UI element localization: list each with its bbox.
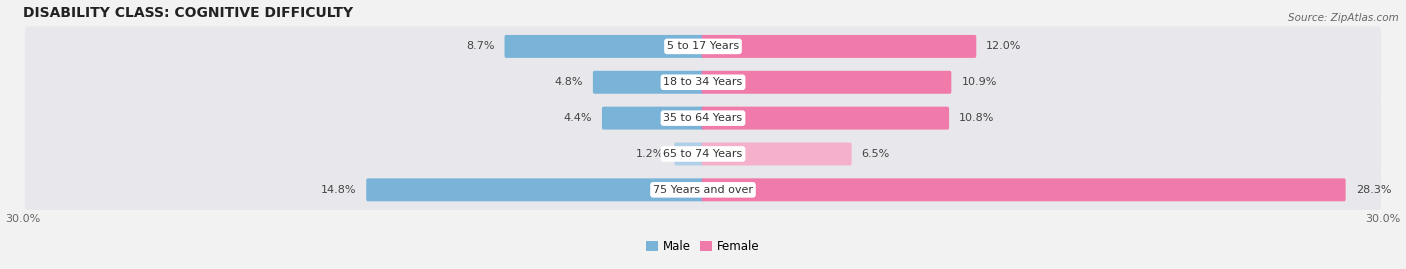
FancyBboxPatch shape xyxy=(702,71,952,94)
Text: 8.7%: 8.7% xyxy=(465,41,495,51)
FancyBboxPatch shape xyxy=(602,107,704,130)
FancyBboxPatch shape xyxy=(702,178,1346,201)
FancyBboxPatch shape xyxy=(25,98,1381,138)
Text: DISABILITY CLASS: COGNITIVE DIFFICULTY: DISABILITY CLASS: COGNITIVE DIFFICULTY xyxy=(22,6,353,20)
Text: 4.8%: 4.8% xyxy=(554,77,583,87)
FancyBboxPatch shape xyxy=(675,143,704,165)
FancyBboxPatch shape xyxy=(593,71,704,94)
FancyBboxPatch shape xyxy=(25,26,1381,66)
Text: 10.9%: 10.9% xyxy=(962,77,997,87)
FancyBboxPatch shape xyxy=(25,134,1381,174)
Text: 35 to 64 Years: 35 to 64 Years xyxy=(664,113,742,123)
FancyBboxPatch shape xyxy=(702,35,976,58)
Legend: Male, Female: Male, Female xyxy=(641,235,765,258)
Text: 14.8%: 14.8% xyxy=(321,185,356,195)
FancyBboxPatch shape xyxy=(505,35,704,58)
Text: 65 to 74 Years: 65 to 74 Years xyxy=(664,149,742,159)
Text: 12.0%: 12.0% xyxy=(986,41,1022,51)
Text: 4.4%: 4.4% xyxy=(564,113,592,123)
Text: 1.2%: 1.2% xyxy=(636,149,665,159)
Text: Source: ZipAtlas.com: Source: ZipAtlas.com xyxy=(1288,13,1399,23)
FancyBboxPatch shape xyxy=(25,170,1381,210)
Text: 18 to 34 Years: 18 to 34 Years xyxy=(664,77,742,87)
FancyBboxPatch shape xyxy=(366,178,704,201)
Text: 75 Years and over: 75 Years and over xyxy=(652,185,754,195)
FancyBboxPatch shape xyxy=(25,62,1381,102)
Text: 5 to 17 Years: 5 to 17 Years xyxy=(666,41,740,51)
Text: 6.5%: 6.5% xyxy=(862,149,890,159)
Text: 10.8%: 10.8% xyxy=(959,113,994,123)
FancyBboxPatch shape xyxy=(702,143,852,165)
Text: 28.3%: 28.3% xyxy=(1355,185,1391,195)
FancyBboxPatch shape xyxy=(702,107,949,130)
